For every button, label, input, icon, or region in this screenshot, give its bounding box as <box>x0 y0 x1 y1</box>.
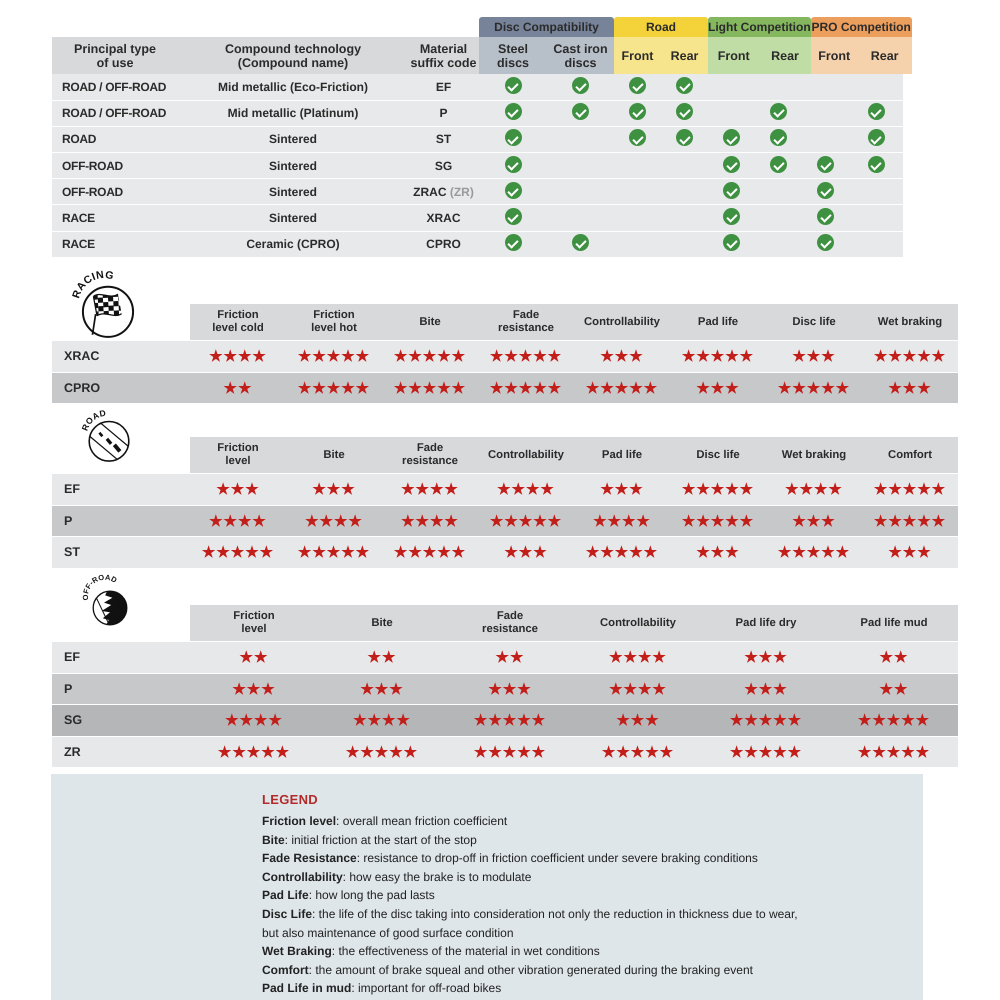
svg-text:RACING: RACING <box>69 268 115 300</box>
